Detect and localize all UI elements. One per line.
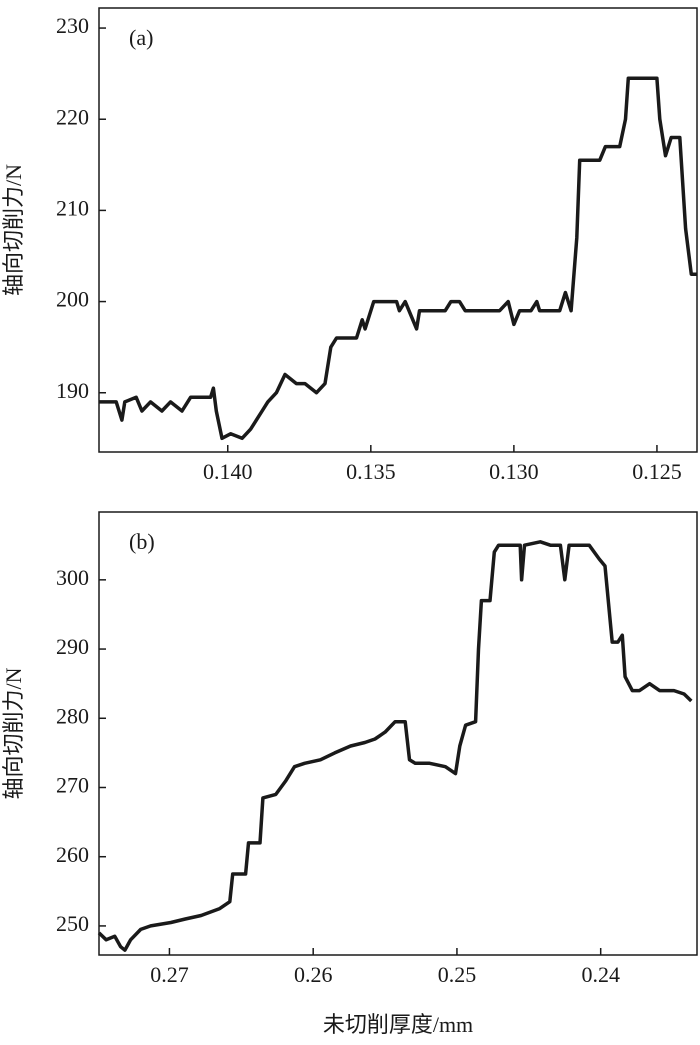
y-tick-label: 270 <box>56 773 89 798</box>
x-axis-label: 未切削厚度/mm <box>323 1012 473 1037</box>
y-tick-label: 220 <box>56 104 89 129</box>
y-tick-label: 280 <box>56 703 89 728</box>
data-line <box>99 76 697 441</box>
y-tick-label: 250 <box>56 911 89 936</box>
data-line <box>97 540 693 952</box>
y-axis-label: 轴向切削力/N <box>1 667 26 799</box>
y-tick-label: 200 <box>56 287 89 312</box>
x-tick-label: 0.26 <box>294 962 333 987</box>
x-tick-label: 0.27 <box>150 962 189 987</box>
x-tick-label: 0.130 <box>489 459 539 484</box>
x-tick-label: 0.140 <box>203 459 253 484</box>
plot-frame <box>98 7 698 453</box>
panel-label: (a) <box>129 25 153 50</box>
x-tick-label: 0.125 <box>632 459 682 484</box>
y-axis-label: 轴向切削力/N <box>1 164 26 296</box>
x-tick-label: 0.135 <box>346 459 396 484</box>
y-tick-label: 260 <box>56 842 89 867</box>
x-tick-label: 0.25 <box>438 962 477 987</box>
y-tick-label: 300 <box>56 565 89 590</box>
y-tick-label: 230 <box>56 13 89 38</box>
plot-frame <box>98 511 698 956</box>
x-tick-label: 0.24 <box>581 962 620 987</box>
panel-label: (b) <box>129 529 155 554</box>
y-tick-label: 210 <box>56 195 89 220</box>
y-tick-label: 290 <box>56 634 89 659</box>
y-tick-label: 190 <box>56 378 89 403</box>
